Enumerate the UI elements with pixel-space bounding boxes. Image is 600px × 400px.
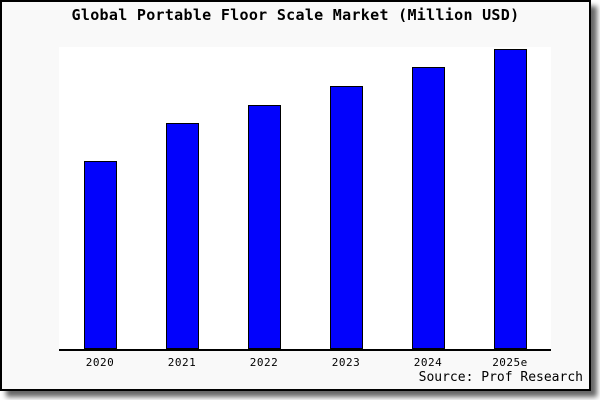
chart-title: Global Portable Floor Scale Market (Mill…	[71, 6, 520, 24]
bar-2023	[329, 86, 363, 349]
x-tick-label-2023: 2023	[331, 356, 361, 369]
bar-2022	[247, 104, 281, 349]
bar-slot-2022	[223, 104, 305, 349]
bar-slot-2020	[59, 160, 141, 349]
x-tick-label-2022: 2022	[249, 356, 279, 369]
x-tick-label-2021: 2021	[167, 356, 197, 369]
chart-card: Global Portable Floor Scale Market (Mill…	[0, 0, 591, 391]
bar-2021	[165, 123, 199, 349]
bars-container	[59, 47, 551, 349]
bar-2020	[83, 160, 117, 349]
bar-slot-2025e	[469, 48, 551, 349]
x-tick-label-2024: 2024	[413, 356, 443, 369]
bar-slot-2024	[387, 67, 469, 349]
bar-slot-2021	[141, 123, 223, 349]
x-axis-labels: 2020 2021 2022 2023 2024 2025e	[59, 356, 551, 369]
plot-area	[59, 47, 551, 351]
bar-2024	[411, 67, 445, 349]
bar-2025e	[493, 48, 527, 349]
x-tick-label-2020: 2020	[85, 356, 115, 369]
source-caption: Source: Prof Research	[418, 370, 583, 385]
x-tick-label-2025e: 2025e	[492, 356, 528, 369]
bar-slot-2023	[305, 86, 387, 349]
